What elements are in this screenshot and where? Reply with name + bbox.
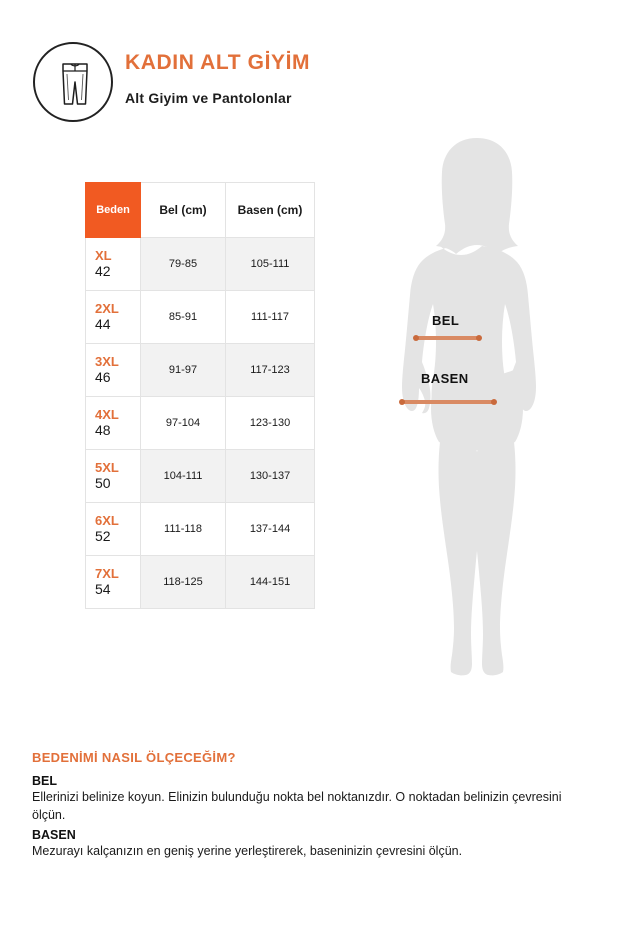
table-header-row: Beden Bel (cm) Basen (cm) [85, 182, 315, 238]
instructions-bel-text: Ellerinizi belinize koyun. Elinizin bulu… [32, 790, 562, 823]
page-subtitle: Alt Giyim ve Pantolonlar [125, 90, 292, 106]
column-header-basen: Basen (cm) [225, 182, 315, 238]
cell-size: 2XL 44 [85, 290, 141, 344]
cell-size: 5XL 50 [85, 449, 141, 503]
table-row: 2XL 44 85-91 111-117 [85, 290, 315, 344]
measure-label-bel: BEL [432, 313, 460, 328]
cell-bel: 111-118 [140, 502, 226, 556]
cell-bel: 79-85 [140, 237, 226, 291]
cell-basen: 144-151 [225, 555, 315, 609]
table-row: 6XL 52 111-118 137-144 [85, 502, 315, 556]
page-header: KADIN ALT GİYİM Alt Giyim ve Pantolonlar [33, 42, 463, 126]
size-label: 7XL [95, 566, 119, 582]
cell-basen: 130-137 [225, 449, 315, 503]
instructions-section: BEDENİMİ NASIL ÖLÇECEĞİM? BEL Ellerinizi… [32, 750, 592, 864]
cell-basen: 111-117 [225, 290, 315, 344]
size-number: 42 [95, 263, 111, 280]
table-row: 4XL 48 97-104 123-130 [85, 396, 315, 450]
body-figure [352, 130, 602, 690]
measure-line-bel [413, 335, 482, 341]
female-silhouette [402, 138, 536, 676]
instructions-bel-heading: BEL [32, 774, 57, 788]
cell-bel: 97-104 [140, 396, 226, 450]
cell-size: 7XL 54 [85, 555, 141, 609]
size-number: 44 [95, 316, 111, 333]
size-number: 50 [95, 475, 111, 492]
size-label: 3XL [95, 354, 119, 370]
measure-label-basen: BASEN [421, 371, 469, 386]
cell-bel: 91-97 [140, 343, 226, 397]
table-row: XL 42 79-85 105-111 [85, 237, 315, 291]
column-header-beden: Beden [85, 182, 141, 238]
size-number: 54 [95, 581, 111, 598]
cell-size: 3XL 46 [85, 343, 141, 397]
size-table: Beden Bel (cm) Basen (cm) XL 42 79-85 10… [85, 182, 315, 609]
size-number: 48 [95, 422, 111, 439]
cell-bel: 85-91 [140, 290, 226, 344]
instructions-title: BEDENİMİ NASIL ÖLÇECEĞİM? [32, 750, 236, 765]
table-row: 7XL 54 118-125 144-151 [85, 555, 315, 609]
pants-icon [33, 42, 113, 122]
cell-basen: 105-111 [225, 237, 315, 291]
size-label: XL [95, 248, 112, 264]
page-title: KADIN ALT GİYİM [125, 51, 311, 74]
size-label: 2XL [95, 301, 119, 317]
title-block: KADIN ALT GİYİM Alt Giyim ve Pantolonlar [125, 50, 310, 106]
cell-bel: 104-111 [140, 449, 226, 503]
cell-bel: 118-125 [140, 555, 226, 609]
instructions-basen-text: Mezurayı kalçanızın en geniş yerine yerl… [32, 844, 463, 859]
size-number: 52 [95, 528, 111, 545]
cell-size: 4XL 48 [85, 396, 141, 450]
size-label: 6XL [95, 513, 119, 529]
size-number: 46 [95, 369, 111, 386]
cell-basen: 123-130 [225, 396, 315, 450]
instructions-basen-heading: BASEN [32, 828, 76, 843]
size-label: 4XL [95, 407, 119, 423]
cell-size: 6XL 52 [85, 502, 141, 556]
column-header-bel: Bel (cm) [140, 182, 226, 238]
size-label: 5XL [95, 460, 119, 476]
cell-basen: 137-144 [225, 502, 315, 556]
measure-line-basen [399, 399, 497, 405]
cell-size: XL 42 [85, 237, 141, 291]
cell-basen: 117-123 [225, 343, 315, 397]
table-row: 5XL 50 104-111 130-137 [85, 449, 315, 503]
table-row: 3XL 46 91-97 117-123 [85, 343, 315, 397]
